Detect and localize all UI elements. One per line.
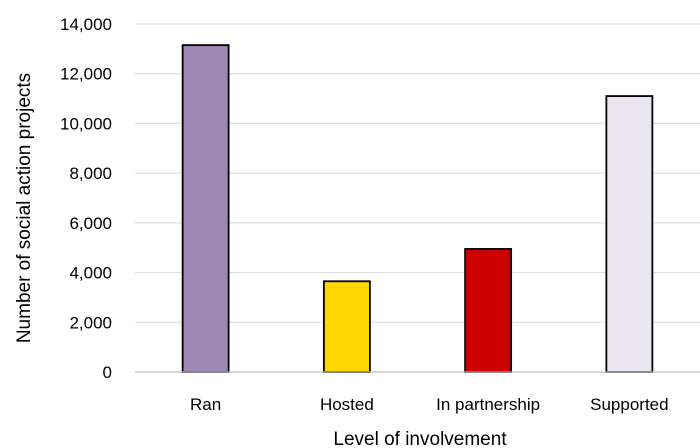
y-tick-label: 10,000: [60, 114, 112, 133]
x-tick-label: Ran: [190, 395, 221, 414]
y-tick-labels: 0 2,000 4,000 6,000 8,000 10,000 12,000 14,000: [60, 15, 112, 382]
y-axis-title: Number of social action projects: [14, 73, 35, 343]
y-tick-label: 12,000: [60, 65, 112, 84]
bar-hosted: [322, 280, 371, 373]
y-tick-label: 14,000: [60, 15, 112, 34]
x-tick-label: Hosted: [320, 395, 374, 414]
x-tick-labels: Ran Hosted In partnership Supported: [190, 395, 669, 414]
bar-in-partnership: [464, 248, 513, 373]
y-tick-label: 0: [103, 363, 112, 382]
x-tick-label: Supported: [590, 395, 668, 414]
bar-ran: [181, 44, 230, 373]
y-tick-label: 8,000: [69, 164, 112, 183]
y-tick-label: 4,000: [69, 264, 112, 283]
bar-supported: [605, 95, 654, 373]
bars: [181, 44, 654, 373]
y-tick-label: 2,000: [69, 313, 112, 332]
x-tick-label: In partnership: [436, 395, 540, 414]
y-tick-label: 6,000: [69, 214, 112, 233]
x-axis-title: Level of involvement: [333, 429, 507, 448]
